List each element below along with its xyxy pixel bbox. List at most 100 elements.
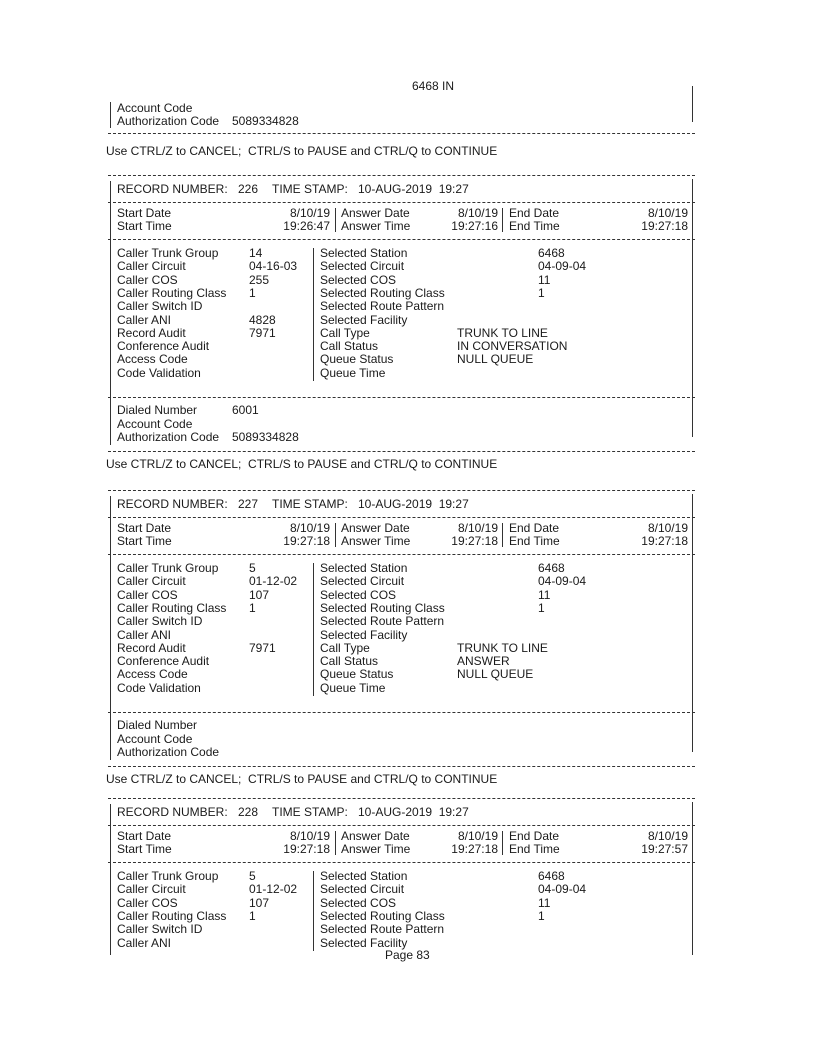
authorization-code: 5089334828 xyxy=(232,430,299,444)
start-time-label: Start Time xyxy=(117,842,172,856)
account-code-label: Account Code xyxy=(117,732,193,746)
left-border xyxy=(110,181,111,445)
field-label: Call Status xyxy=(320,654,379,669)
field-value: 4828 xyxy=(249,312,276,327)
field-value: ANSWER xyxy=(457,654,510,669)
divider xyxy=(108,798,695,799)
account-code-label: Account Code xyxy=(117,417,193,431)
left-border xyxy=(110,496,111,760)
start-time: 19:26:47 xyxy=(283,219,330,233)
start-time-label: Start Time xyxy=(117,534,172,548)
field-value: 7971 xyxy=(249,325,276,340)
authorization-code-label: Authorization Code xyxy=(117,430,220,444)
field-value: 04-09-04 xyxy=(538,259,587,274)
station-line: 6468 IN xyxy=(412,79,455,93)
authorization-code-label: Authorization Code xyxy=(117,114,220,128)
dialed-number-label: Dialed Number xyxy=(117,403,198,417)
field-label: Selected Facility xyxy=(320,935,408,950)
divider xyxy=(108,202,695,203)
field-value: 5 xyxy=(249,869,256,883)
field-label: Conference Audit xyxy=(117,654,210,669)
record-number: 226 xyxy=(238,182,259,196)
divider xyxy=(108,712,695,713)
field-value: 255 xyxy=(249,272,270,287)
answer-time-label: Answer Time xyxy=(341,534,411,548)
end-date: 8/10/19 xyxy=(647,206,688,220)
field-value: 04-16-03 xyxy=(249,259,298,274)
field-label: Caller Trunk Group xyxy=(117,246,219,260)
time-stamp-label: TIME STAMP: xyxy=(272,497,348,511)
column-divider xyxy=(313,871,314,951)
field-label: Selected Route Pattern xyxy=(320,299,445,314)
divider-bar xyxy=(502,208,503,232)
field-label: Record Audit xyxy=(117,640,186,655)
time-stamp: 10-AUG-2019 19:27 xyxy=(358,805,469,819)
field-value: 107 xyxy=(249,587,270,602)
field-label: Selected Station xyxy=(320,561,408,575)
field-label: Call Type xyxy=(320,325,370,340)
field-label: Selected Routing Class xyxy=(320,908,445,923)
field-value: 1 xyxy=(538,600,545,615)
divider xyxy=(108,490,695,491)
field-label: Caller ANI xyxy=(117,935,172,950)
field-value: 04-09-04 xyxy=(538,882,587,897)
divider-bar xyxy=(502,523,503,547)
field-label: Conference Audit xyxy=(117,339,210,354)
answer-date: 8/10/19 xyxy=(457,206,498,220)
record-number-label: RECORD NUMBER: xyxy=(117,182,228,196)
field-label: Selected Station xyxy=(320,246,408,260)
divider xyxy=(108,397,695,398)
record-number-label: RECORD NUMBER: xyxy=(117,497,228,511)
start-date-label: Start Date xyxy=(117,521,172,535)
divider-bar xyxy=(502,831,503,855)
field-label: Access Code xyxy=(117,352,188,367)
end-time: 19:27:18 xyxy=(641,534,688,548)
border xyxy=(110,102,111,128)
field-label: Selected Facility xyxy=(320,312,408,327)
start-time-label: Start Time xyxy=(117,219,172,233)
field-label: Call Type xyxy=(320,640,370,655)
answer-time: 19:27:16 xyxy=(451,219,498,233)
record-number: 228 xyxy=(238,805,259,819)
divider-bar xyxy=(335,208,336,232)
field-label: Caller Trunk Group xyxy=(117,561,219,575)
field-value: 7971 xyxy=(249,640,276,655)
field-label: Queue Status xyxy=(320,352,394,367)
divider-bar xyxy=(335,831,336,855)
field-label: Selected COS xyxy=(320,587,397,602)
field-label: Record Audit xyxy=(117,325,186,340)
field-label: Caller Switch ID xyxy=(117,299,203,314)
divider xyxy=(108,862,695,863)
field-value: 6468 xyxy=(538,246,565,260)
field-label: Call Status xyxy=(320,339,379,354)
answer-date-label: Answer Date xyxy=(341,521,410,535)
field-value: 1 xyxy=(249,908,256,923)
field-value: 5 xyxy=(249,561,256,575)
right-border xyxy=(692,494,693,752)
field-label: Selected COS xyxy=(320,272,397,287)
field-value: 1 xyxy=(538,285,545,300)
end-date: 8/10/19 xyxy=(647,521,688,535)
end-time-label: End Time xyxy=(509,219,560,233)
field-label: Caller COS xyxy=(117,272,178,287)
field-label: Selected Circuit xyxy=(320,259,405,274)
divider xyxy=(108,175,695,176)
field-label: Code Validation xyxy=(117,680,201,695)
answer-date-label: Answer Date xyxy=(341,829,410,843)
account-code-label: Account Code xyxy=(117,101,193,115)
field-label: Selected Circuit xyxy=(320,574,405,589)
field-label: Selected Facility xyxy=(320,627,408,642)
field-value: 107 xyxy=(249,895,270,910)
field-value: 01-12-02 xyxy=(249,574,298,589)
field-label: Caller Trunk Group xyxy=(117,869,219,883)
time-stamp: 10-AUG-2019 19:27 xyxy=(358,497,469,511)
field-label: Selected Route Pattern xyxy=(320,922,445,937)
dialed-number: 6001 xyxy=(232,403,259,417)
divider xyxy=(108,825,695,826)
answer-time: 19:27:18 xyxy=(451,842,498,856)
end-date-label: End Date xyxy=(509,521,560,535)
field-label: Caller Switch ID xyxy=(117,614,203,629)
field-value: NULL QUEUE xyxy=(457,352,534,367)
field-value: 11 xyxy=(538,272,551,287)
field-label: Queue Time xyxy=(320,365,386,380)
